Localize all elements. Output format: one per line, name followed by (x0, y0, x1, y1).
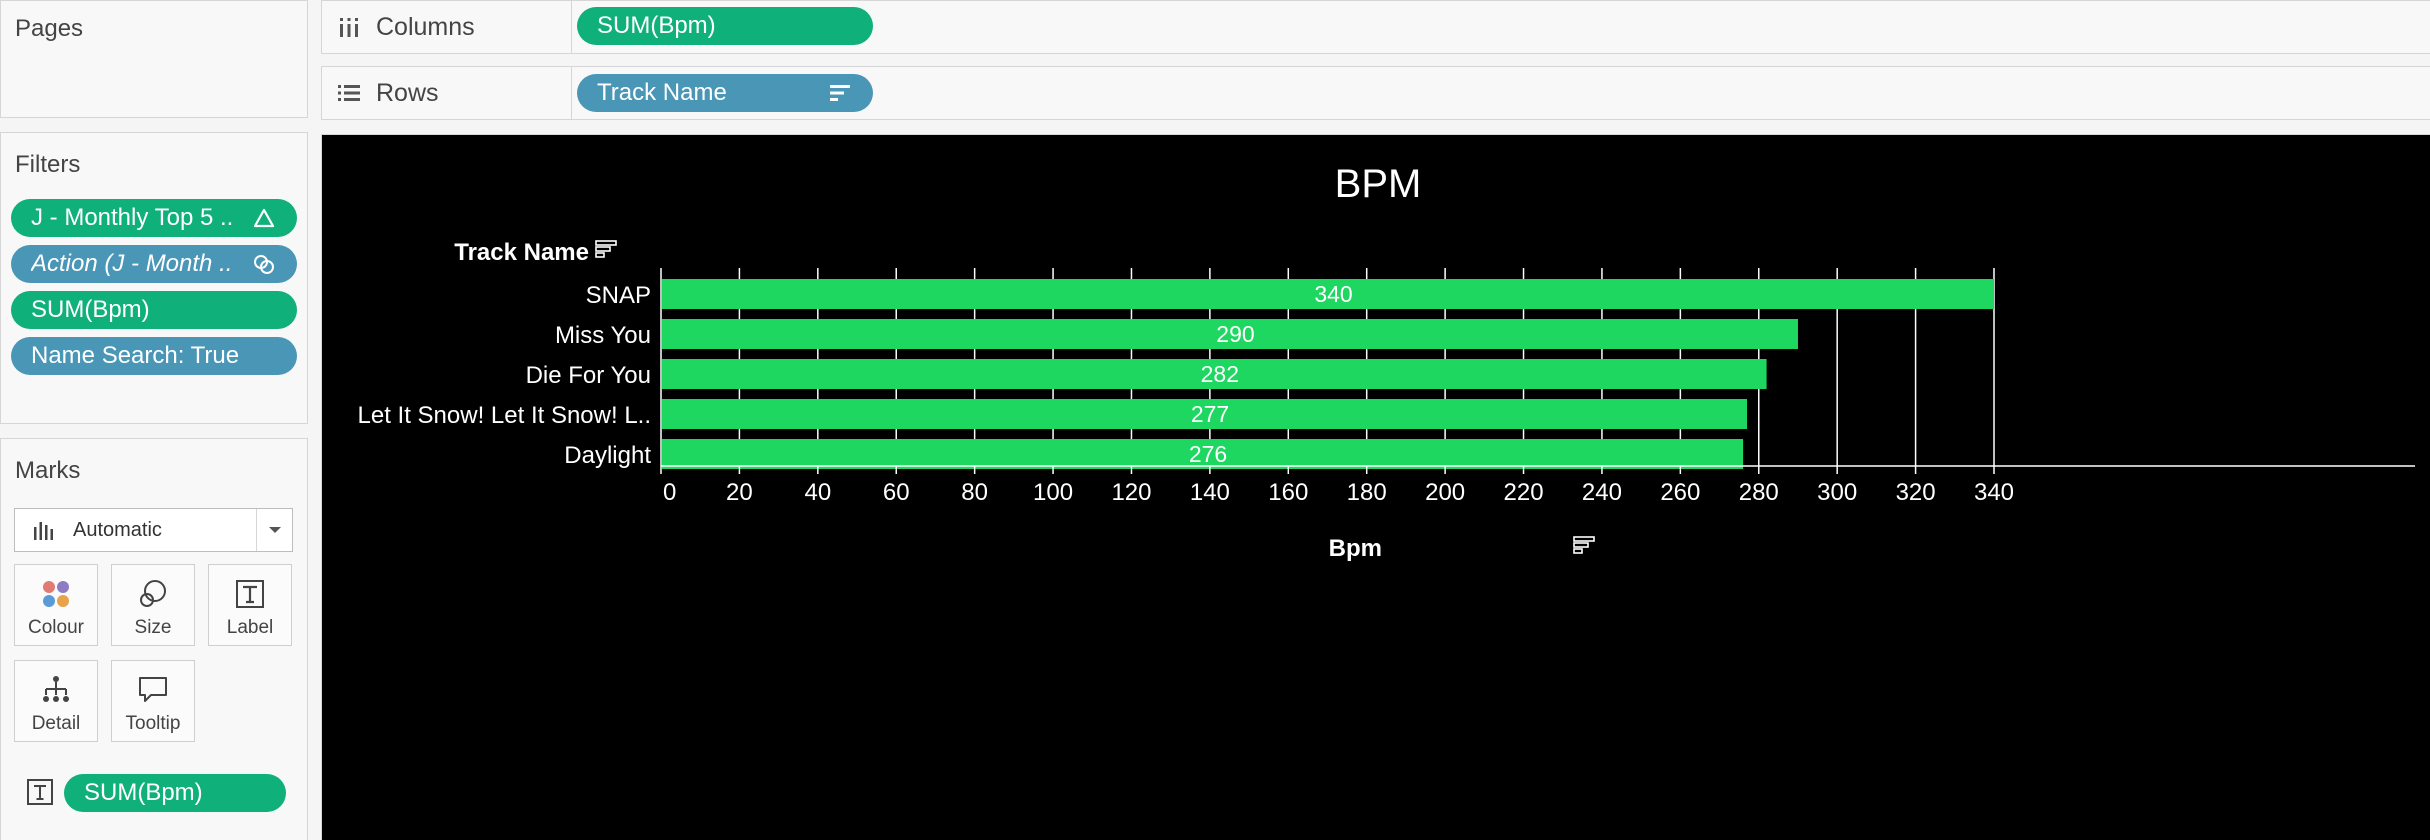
filter-pill-action[interactable]: Action (J - Month .. (11, 245, 297, 283)
bar[interactable] (662, 319, 1798, 349)
x-tick-label: 160 (1268, 479, 1308, 506)
filter-pill-label: Action (J - Month .. (31, 250, 233, 277)
category-label[interactable]: Let It Snow! Let It Snow! L.. (358, 402, 652, 429)
x-tick-label: 60 (883, 479, 910, 506)
x-tick-label: 260 (1660, 479, 1700, 506)
x-tick-label: 180 (1347, 479, 1387, 506)
filter-pill-label: SUM(Bpm) (31, 296, 150, 323)
pages-card[interactable]: Pages (0, 0, 308, 118)
filters-card[interactable]: Filters J - Monthly Top 5 .. Action (J -… (0, 132, 308, 424)
x-tick-label: 280 (1739, 479, 1779, 506)
filter-pill-sum-bpm[interactable]: SUM(Bpm) (11, 291, 297, 329)
detail-button[interactable]: Detail (14, 660, 98, 742)
rows-icon (336, 80, 362, 106)
x-tick-label: 200 (1425, 479, 1465, 506)
x-tick-label: 0 (663, 479, 676, 506)
x-tick-label: 100 (1033, 479, 1073, 506)
x-tick-label: 320 (1896, 479, 1936, 506)
rows-shelf[interactable]: Rows Track Name (321, 66, 2430, 120)
x-axis-sort-icon[interactable] (1573, 536, 1595, 554)
rows-pill-label: Track Name (597, 79, 727, 106)
columns-icon (336, 14, 362, 40)
chart-title: BPM (1335, 162, 1422, 206)
rows-pill-track-name[interactable]: Track Name (577, 74, 873, 112)
bar-value-label: 277 (1191, 401, 1229, 427)
label-label: Label (226, 617, 274, 638)
size-button[interactable]: Size (111, 564, 195, 646)
filters-title: Filters (15, 151, 81, 178)
x-tick-label: 80 (961, 479, 988, 506)
tooltip-label: Tooltip (125, 713, 181, 734)
delta-icon (251, 205, 277, 231)
x-tick-label: 120 (1111, 479, 1151, 506)
bar-value-label: 276 (1189, 441, 1227, 467)
tooltip-icon (136, 673, 170, 707)
detail-icon (39, 673, 73, 707)
columns-shelf-label: Columns (322, 1, 572, 53)
marks-title: Marks (15, 457, 81, 484)
bar[interactable] (662, 399, 1748, 429)
filter-pill-monthly-top5[interactable]: J - Monthly Top 5 .. (11, 199, 297, 237)
chevron-down-icon[interactable] (256, 509, 292, 551)
filter-pill-name-search[interactable]: Name Search: True (11, 337, 297, 375)
marks-label-pill-text: SUM(Bpm) (84, 779, 203, 806)
viz-canvas[interactable]: BPM Track Name 340 290 282 277 276 SNAP Miss … (321, 134, 2430, 840)
tooltip-button[interactable]: Tooltip (111, 660, 195, 742)
x-tick-label: 220 (1504, 479, 1544, 506)
category-label[interactable]: Miss You (555, 322, 651, 349)
columns-pill-label: SUM(Bpm) (597, 12, 716, 39)
colour-label: Colour (28, 617, 84, 638)
size-icon (136, 577, 170, 611)
bars: 340 290 282 277 276 (662, 279, 1994, 469)
row-header-track-name[interactable]: Track Name (454, 239, 589, 266)
bar-value-label: 340 (1314, 281, 1352, 307)
x-tick-label: 300 (1817, 479, 1857, 506)
size-label: Size (134, 617, 172, 638)
colour-button[interactable]: Colour (14, 564, 98, 646)
x-tick-label: 240 (1582, 479, 1622, 506)
label-field-icon (26, 778, 54, 806)
mark-type-dropdown[interactable]: Automatic (14, 508, 293, 552)
filter-pill-label: Name Search: True (31, 342, 240, 369)
x-tick-label: 20 (726, 479, 753, 506)
category-label[interactable]: Daylight (564, 442, 651, 469)
row-header-sort-icon[interactable] (595, 240, 617, 258)
bar[interactable] (662, 279, 1994, 309)
rows-shelf-label: Rows (322, 67, 572, 119)
bpm-bar-chart: BPM Track Name 340 290 282 277 276 SNAP Miss … (358, 162, 2415, 562)
sort-descending-icon[interactable] (827, 80, 853, 106)
category-label[interactable]: SNAP (586, 282, 651, 309)
rows-label-text: Rows (376, 78, 439, 107)
filter-pill-label: J - Monthly Top 5 .. (31, 204, 234, 231)
detail-label: Detail (31, 713, 81, 734)
mark-type-label: Automatic (73, 518, 162, 541)
pages-title: Pages (15, 15, 84, 42)
bar[interactable] (662, 359, 1767, 389)
marks-label-pill-sum-bpm[interactable]: SUM(Bpm) (64, 774, 286, 812)
category-labels: SNAP Miss You Die For You Let It Snow! Let … (358, 282, 652, 469)
bar-value-label: 290 (1216, 321, 1254, 347)
x-tick-label: 140 (1190, 479, 1230, 506)
colour-icon (39, 577, 73, 611)
x-tick-label: 40 (804, 479, 831, 506)
x-axis-title[interactable]: Bpm (1329, 535, 1382, 562)
columns-pill-sum-bpm[interactable]: SUM(Bpm) (577, 7, 873, 45)
automatic-marks-icon (33, 517, 59, 543)
bar[interactable] (662, 439, 1744, 469)
label-button[interactable]: Label (208, 564, 292, 646)
linked-filter-icon (251, 251, 277, 277)
columns-label-text: Columns (376, 12, 475, 41)
category-label[interactable]: Die For You (526, 362, 651, 389)
x-axis: 0 20 40 60 80 100 120 140 160 180 200 220 240 260 280 3… (660, 268, 2415, 506)
x-tick-label: 340 (1974, 479, 2014, 506)
columns-shelf[interactable]: Columns SUM(Bpm) (321, 0, 2430, 54)
label-icon (233, 577, 267, 611)
bar-value-label: 282 (1201, 361, 1239, 387)
